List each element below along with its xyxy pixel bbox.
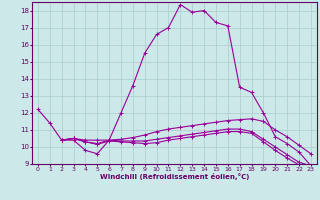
X-axis label: Windchill (Refroidissement éolien,°C): Windchill (Refroidissement éolien,°C) <box>100 173 249 180</box>
